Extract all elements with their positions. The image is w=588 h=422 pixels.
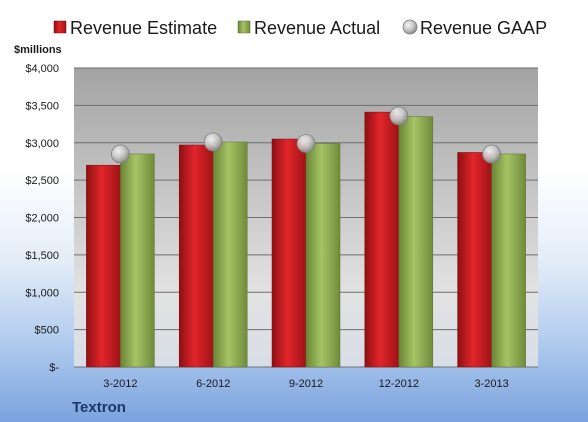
marker-revenue-gaap-3-2013 xyxy=(482,144,502,164)
x-tick-label: 12-2012 xyxy=(379,378,419,390)
legend-swatch-revenue-actual xyxy=(237,20,251,34)
y-axis-unit-label: $millions xyxy=(14,44,62,56)
company-name: Textron xyxy=(72,399,126,416)
y-tick-label: $3,000 xyxy=(25,138,59,150)
bar-revenue-estimate-12-2012 xyxy=(364,111,400,368)
bar-revenue-actual-3-2012 xyxy=(120,153,155,368)
bars xyxy=(86,111,526,368)
y-tick-label: $2,000 xyxy=(25,213,59,225)
bar-revenue-estimate-3-2012 xyxy=(86,164,121,368)
y-tick-label: $2,500 xyxy=(25,175,59,187)
marker-revenue-gaap-9-2012 xyxy=(296,134,316,153)
legend-swatch-revenue-estimate xyxy=(53,20,67,34)
legend-label-revenue-actual: Revenue Actual xyxy=(254,18,380,38)
y-axis-ticks: $- $500 $1,000 $1,500 $2,000 $2,500 $3,000 $3,5… xyxy=(25,63,59,374)
bar-revenue-actual-12-2012 xyxy=(398,116,434,368)
bar-revenue-actual-6-2012 xyxy=(212,141,248,368)
bar-revenue-actual-9-2012 xyxy=(305,143,341,368)
x-tick-label: 3-2012 xyxy=(103,378,137,390)
x-axis-ticks: 3-2012 6-2012 9-2012 12-2012 3-2013 xyxy=(103,378,508,390)
x-tick-label: 6-2012 xyxy=(196,378,230,390)
legend-label-revenue-gaap: Revenue GAAP xyxy=(420,18,547,38)
x-tick-label: 3-2013 xyxy=(474,378,508,390)
legend-swatch-revenue-gaap xyxy=(402,19,418,35)
gaap-markers xyxy=(111,106,502,164)
marker-revenue-gaap-3-2012 xyxy=(111,144,130,164)
y-tick-label: $3,500 xyxy=(25,100,59,112)
y-tick-label: $- xyxy=(49,362,59,374)
y-tick-label: $500 xyxy=(35,325,59,337)
y-tick-label: $1,000 xyxy=(25,287,59,299)
bar-revenue-estimate-9-2012 xyxy=(271,138,307,368)
bar-revenue-estimate-3-2013 xyxy=(457,152,492,368)
marker-revenue-gaap-12-2012 xyxy=(389,106,409,126)
y-tick-label: $4,000 xyxy=(25,63,59,75)
marker-revenue-gaap-6-2012 xyxy=(203,132,223,152)
legend-label-revenue-estimate: Revenue Estimate xyxy=(70,18,217,38)
bar-revenue-actual-3-2013 xyxy=(491,153,526,368)
bar-revenue-estimate-6-2012 xyxy=(178,144,214,368)
x-tick-label: 9-2012 xyxy=(289,378,323,390)
y-tick-label: $1,500 xyxy=(25,250,59,262)
legend: Revenue Estimate Revenue Actual Revenue GA… xyxy=(53,18,547,38)
